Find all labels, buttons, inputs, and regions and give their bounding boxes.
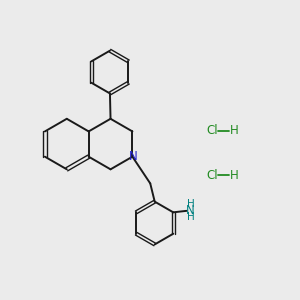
Text: H: H <box>187 199 194 209</box>
Text: H: H <box>187 212 194 222</box>
Text: N: N <box>186 204 195 217</box>
Text: Cl: Cl <box>206 169 218 182</box>
Text: N: N <box>129 150 137 163</box>
Text: Cl: Cl <box>206 124 218 137</box>
Text: H: H <box>230 124 239 137</box>
Text: H: H <box>230 169 239 182</box>
